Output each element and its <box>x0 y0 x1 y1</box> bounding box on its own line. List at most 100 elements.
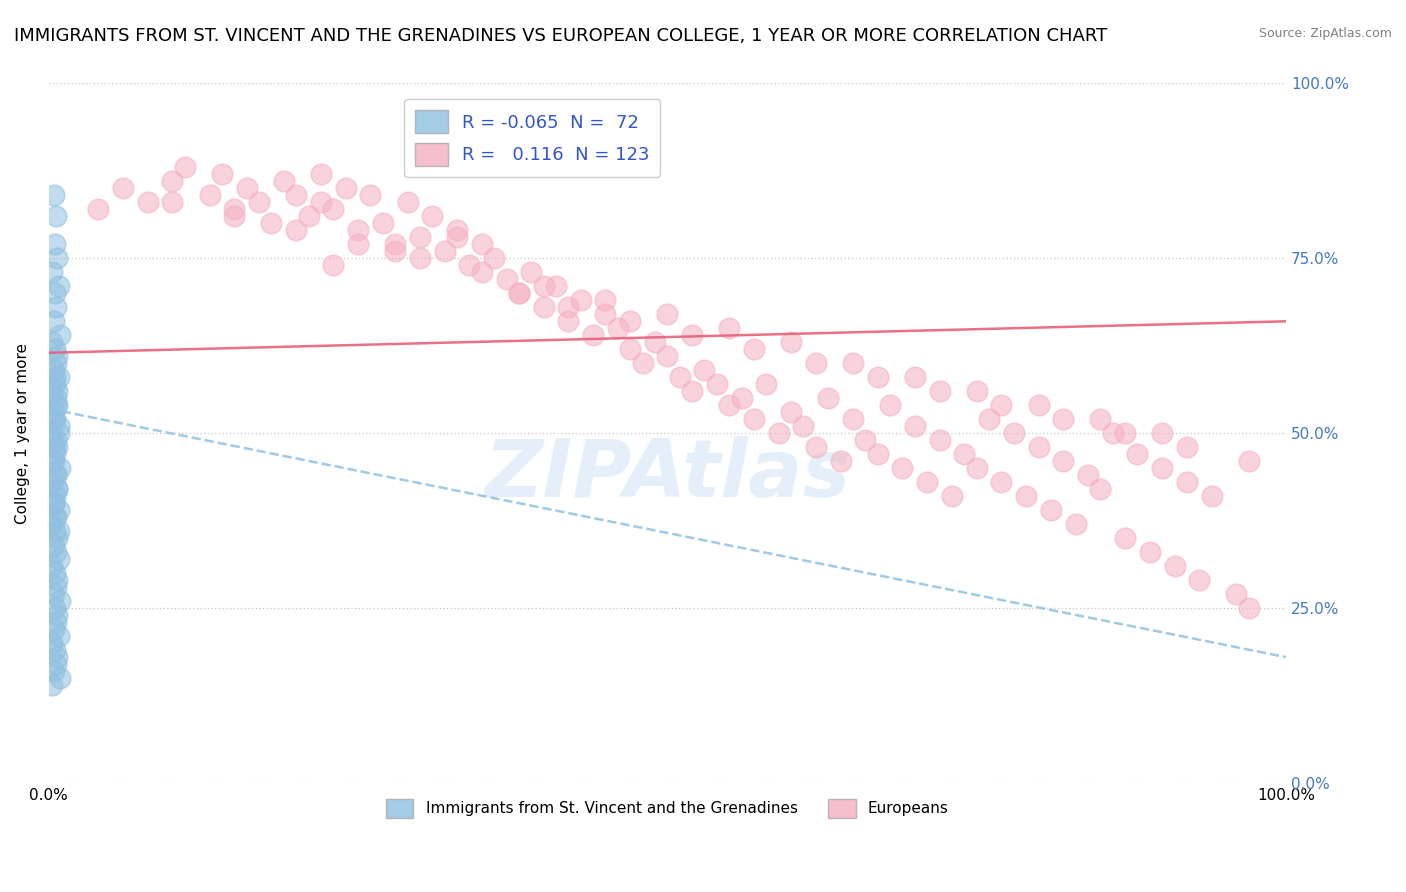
Point <box>668 370 690 384</box>
Point <box>48 629 70 643</box>
Point <box>309 168 332 182</box>
Point <box>742 412 765 426</box>
Point <box>1090 412 1112 426</box>
Point <box>44 566 66 581</box>
Point <box>619 314 641 328</box>
Point <box>508 286 530 301</box>
Point <box>309 195 332 210</box>
Point <box>44 412 66 426</box>
Point <box>1015 489 1038 503</box>
Point <box>619 343 641 357</box>
Point <box>273 174 295 188</box>
Point <box>495 272 517 286</box>
Point <box>49 594 72 608</box>
Point <box>87 202 110 217</box>
Point <box>48 524 70 538</box>
Point <box>45 356 67 370</box>
Point <box>433 244 456 259</box>
Point <box>45 468 67 483</box>
Point <box>977 412 1000 426</box>
Point <box>928 434 950 448</box>
Point <box>44 286 66 301</box>
Point <box>1152 461 1174 475</box>
Point <box>1114 531 1136 545</box>
Point <box>44 643 66 657</box>
Point <box>48 370 70 384</box>
Point <box>49 328 72 343</box>
Point <box>508 286 530 301</box>
Point <box>1126 447 1149 461</box>
Point <box>45 210 67 224</box>
Point <box>45 434 67 448</box>
Point <box>297 210 319 224</box>
Point <box>41 517 63 532</box>
Point <box>46 608 69 623</box>
Point <box>45 545 67 559</box>
Point <box>780 335 803 350</box>
Point <box>718 398 741 412</box>
Point <box>657 307 679 321</box>
Point <box>817 391 839 405</box>
Point <box>44 524 66 538</box>
Point <box>891 461 914 475</box>
Point <box>755 377 778 392</box>
Point <box>45 615 67 629</box>
Point <box>409 230 432 244</box>
Point <box>1028 440 1050 454</box>
Point <box>718 321 741 335</box>
Point <box>46 650 69 665</box>
Point <box>211 168 233 182</box>
Point <box>384 244 406 259</box>
Point <box>879 398 901 412</box>
Point <box>904 419 927 434</box>
Point <box>42 622 65 636</box>
Point <box>44 237 66 252</box>
Point <box>1039 503 1062 517</box>
Point <box>42 363 65 377</box>
Point <box>41 636 63 650</box>
Point <box>45 510 67 524</box>
Point <box>569 293 592 308</box>
Point <box>48 419 70 434</box>
Point <box>42 314 65 328</box>
Point <box>966 384 988 399</box>
Point <box>471 237 494 252</box>
Point <box>990 398 1012 412</box>
Point <box>347 237 370 252</box>
Point <box>1225 587 1247 601</box>
Point <box>41 559 63 574</box>
Point <box>44 370 66 384</box>
Point <box>533 301 555 315</box>
Point <box>41 426 63 441</box>
Point <box>46 482 69 496</box>
Point <box>44 601 66 615</box>
Point <box>48 552 70 566</box>
Point <box>582 328 605 343</box>
Point <box>46 440 69 454</box>
Point <box>966 461 988 475</box>
Point <box>446 223 468 237</box>
Point <box>162 195 184 210</box>
Point <box>953 447 976 461</box>
Text: ZIPAtlas: ZIPAtlas <box>484 436 851 514</box>
Point <box>42 405 65 419</box>
Point <box>247 195 270 210</box>
Point <box>42 496 65 510</box>
Point <box>1188 573 1211 587</box>
Point <box>41 454 63 468</box>
Point <box>322 202 344 217</box>
Point <box>706 377 728 392</box>
Point <box>520 265 543 279</box>
Point <box>1175 440 1198 454</box>
Point <box>780 405 803 419</box>
Point <box>111 181 134 195</box>
Point <box>224 202 246 217</box>
Point <box>1163 559 1185 574</box>
Point <box>335 181 357 195</box>
Point <box>866 447 889 461</box>
Point <box>1002 426 1025 441</box>
Point <box>44 440 66 454</box>
Point <box>606 321 628 335</box>
Point <box>866 370 889 384</box>
Point <box>42 538 65 552</box>
